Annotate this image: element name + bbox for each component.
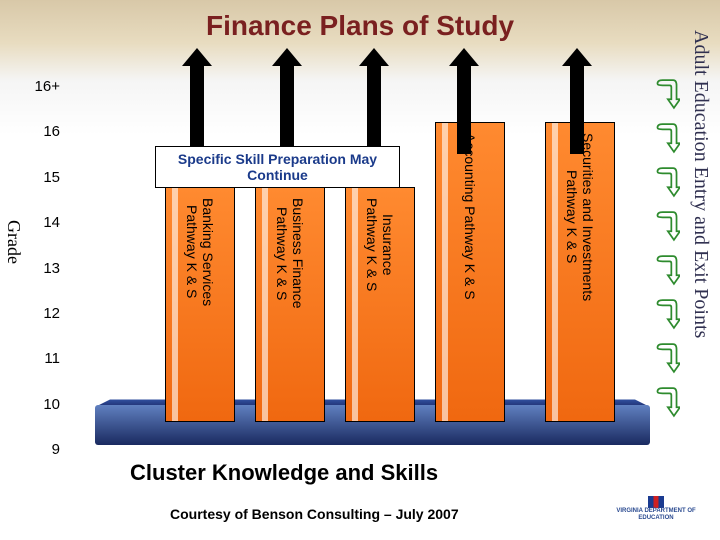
up-arrow-icon — [367, 64, 381, 154]
hook-arrow-icon — [654, 122, 680, 154]
grade-tick: 16+ — [20, 78, 60, 95]
grade-tick: 15 — [20, 169, 60, 186]
pathway-bar: InsurancePathway K & S — [345, 187, 415, 422]
grade-tick: 14 — [20, 214, 60, 231]
hook-arrow-icon — [654, 254, 680, 286]
pathway-bar-label: InsurancePathway K & S — [364, 198, 396, 291]
up-arrow-icon — [190, 64, 204, 154]
grade-tick: 9 — [20, 441, 60, 458]
grade-tick: 12 — [20, 305, 60, 322]
hook-arrow-icon — [654, 386, 680, 418]
pathway-bar: Accounting Pathway K & S — [435, 122, 505, 422]
pathway-bar-label: Securities and InvestmentsPathway K & S — [564, 133, 596, 301]
grade-tick: 11 — [20, 350, 60, 367]
page-title: Finance Plans of Study — [0, 0, 720, 42]
grade-axis: 16+ 16 15 14 13 12 11 10 9 — [20, 78, 60, 458]
grade-tick: 13 — [20, 260, 60, 277]
pathway-bar: Securities and InvestmentsPathway K & S — [545, 122, 615, 422]
pathway-bar-label: Business FinancePathway K & S — [274, 198, 306, 309]
cluster-text: Cluster Knowledge and Skills — [130, 460, 438, 486]
pathway-bar: Business FinancePathway K & S — [255, 187, 325, 422]
side-label: Adult Education Entry and Exit Points — [689, 30, 712, 338]
hook-arrow-icon — [654, 342, 680, 374]
grade-tick: 16 — [20, 123, 60, 140]
up-arrow-icon — [457, 64, 471, 154]
hook-arrow-icon — [654, 166, 680, 198]
up-arrow-icon — [280, 64, 294, 154]
pathway-bar: Banking ServicesPathway K & S — [165, 187, 235, 422]
courtesy-text: Courtesy of Benson Consulting – July 200… — [170, 506, 459, 522]
chart-area: Banking ServicesPathway K & S Business Fi… — [75, 60, 650, 460]
hook-arrow-icon — [654, 78, 680, 110]
pathway-bar-label: Banking ServicesPathway K & S — [184, 198, 216, 306]
up-arrow-icon — [570, 64, 584, 154]
grade-tick: 10 — [20, 396, 60, 413]
dept-logo: VIRGINIA DEPARTMENT OF EDUCATION — [616, 496, 696, 526]
hook-arrow-icon — [654, 298, 680, 330]
hook-arrow-icon — [654, 210, 680, 242]
callout-box: Specific Skill Preparation May Continue — [155, 146, 400, 188]
pathway-bar-label: Accounting Pathway K & S — [462, 133, 478, 300]
